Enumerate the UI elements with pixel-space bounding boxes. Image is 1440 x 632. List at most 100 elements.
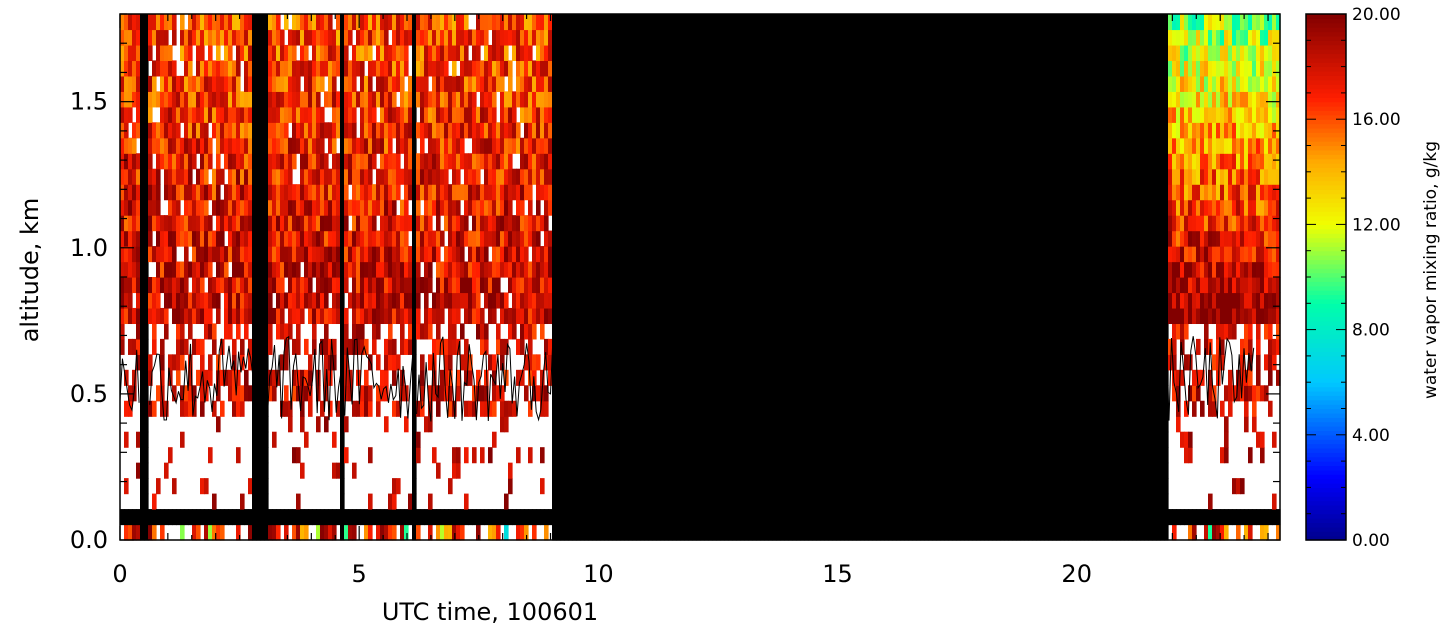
heatmap-cell [552, 44, 557, 62]
heatmap-cell [780, 29, 785, 46]
heatmap-cell [316, 524, 321, 541]
heatmap-cell [596, 122, 601, 139]
heatmap-cell [492, 354, 497, 371]
heatmap-cell [564, 106, 569, 123]
heatmap-cell [420, 509, 425, 526]
heatmap-cell [428, 416, 433, 433]
heatmap-cell [812, 44, 817, 62]
heatmap-cell [244, 261, 249, 278]
heatmap-cell [620, 462, 625, 479]
heatmap-cell [752, 338, 757, 355]
heatmap-cell [472, 91, 477, 108]
heatmap-cell [820, 75, 825, 92]
heatmap-cell [608, 168, 613, 185]
heatmap-cell [708, 478, 713, 495]
heatmap-cell [388, 184, 393, 201]
heatmap-cell [720, 277, 725, 294]
heatmap-cell [300, 14, 305, 31]
heatmap-cell [400, 261, 405, 278]
heatmap-cell [640, 292, 645, 309]
heatmap-cell [824, 122, 829, 139]
heatmap-cell [624, 493, 629, 510]
heatmap-cell [736, 369, 741, 386]
heatmap-cell [232, 385, 237, 402]
heatmap-cell [256, 106, 261, 123]
heatmap-cell [312, 122, 317, 139]
heatmap-cell [524, 385, 529, 402]
heatmap-cell [160, 230, 165, 247]
heatmap-cell [124, 261, 129, 278]
heatmap-cell [292, 122, 297, 139]
heatmap-cell [120, 509, 125, 526]
heatmap-cell [472, 400, 477, 417]
heatmap-cell [760, 261, 765, 278]
heatmap-cell [368, 199, 373, 216]
heatmap-cell [716, 137, 721, 154]
heatmap-cell [656, 184, 661, 201]
heatmap-cell [616, 184, 621, 201]
heatmap-cell [716, 29, 721, 46]
heatmap-cell [672, 323, 677, 340]
heatmap-cell [632, 106, 637, 123]
heatmap-cell [736, 122, 741, 139]
heatmap-cell [680, 215, 685, 232]
heatmap-cell [684, 431, 689, 448]
heatmap-cell [648, 168, 653, 185]
heatmap-cell [384, 153, 389, 170]
heatmap-cell [260, 478, 265, 495]
heatmap-cell [452, 277, 457, 294]
heatmap-cell [584, 431, 589, 448]
heatmap-cell [636, 400, 641, 417]
heatmap-cell [424, 277, 429, 294]
heatmap-cell [200, 246, 205, 263]
heatmap-cell [808, 493, 813, 510]
heatmap-cell [624, 91, 629, 108]
heatmap-cell [292, 215, 297, 232]
heatmap-cell [256, 493, 261, 510]
heatmap-cell [368, 75, 373, 92]
heatmap-cell [756, 215, 761, 232]
heatmap-cell [356, 246, 361, 263]
heatmap-cell [580, 447, 585, 464]
heatmap-cell [824, 431, 829, 448]
heatmap-cell [136, 184, 141, 201]
heatmap-cell [564, 246, 569, 263]
heatmap-cell [768, 106, 773, 123]
heatmap-cell [744, 215, 749, 232]
heatmap-cell [596, 431, 601, 448]
heatmap-cell [172, 137, 177, 154]
heatmap-cell [648, 292, 653, 309]
heatmap-cell [480, 509, 485, 526]
heatmap-cell [232, 338, 237, 355]
heatmap-cell [720, 338, 725, 355]
heatmap-cell [492, 246, 497, 263]
heatmap-cell [512, 168, 517, 185]
heatmap-cell [556, 261, 561, 278]
heatmap-cell [612, 106, 617, 123]
heatmap-cell [628, 385, 633, 402]
heatmap-cell [180, 137, 185, 154]
heatmap-cell [820, 493, 825, 510]
heatmap-cell [440, 91, 445, 108]
heatmap-cell [548, 168, 553, 185]
heatmap-cell [700, 168, 705, 185]
heatmap-cell [816, 184, 821, 201]
heatmap-cell [464, 292, 469, 309]
heatmap-cell [184, 91, 189, 108]
heatmap-cell [796, 137, 801, 154]
heatmap-cell [392, 122, 397, 139]
heatmap-cell [260, 323, 265, 340]
heatmap-cell [780, 60, 785, 77]
heatmap-cell [144, 14, 149, 31]
heatmap-cell [512, 122, 517, 139]
heatmap-cell [492, 230, 497, 247]
heatmap-cell [528, 338, 533, 355]
heatmap-cell [560, 60, 565, 77]
heatmap-cell [596, 246, 601, 263]
heatmap-cell [196, 524, 201, 541]
heatmap-cell [252, 246, 257, 263]
heatmap-cell [788, 369, 793, 386]
heatmap-cell [516, 307, 521, 325]
heatmap-cell [708, 416, 713, 433]
heatmap-cell [160, 261, 165, 278]
